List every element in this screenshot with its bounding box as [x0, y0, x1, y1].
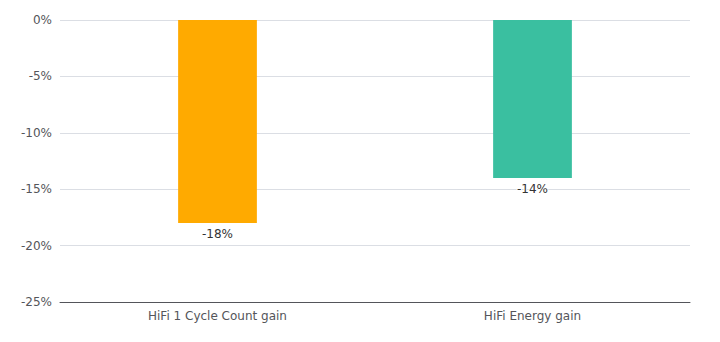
svg-text:HiFi 1 Cycle Count gain: HiFi 1 Cycle Count gain: [148, 309, 287, 323]
svg-text:-5%: -5%: [29, 69, 52, 83]
svg-text:0%: 0%: [33, 13, 52, 27]
svg-text:HiFi Energy gain: HiFi Energy gain: [484, 309, 581, 323]
svg-text:-15%: -15%: [21, 182, 52, 196]
svg-text:-25%: -25%: [21, 295, 52, 309]
svg-text:-18%: -18%: [202, 227, 233, 241]
svg-text:-20%: -20%: [21, 239, 52, 253]
svg-text:-14%: -14%: [517, 182, 548, 196]
svg-text:-10%: -10%: [21, 126, 52, 140]
